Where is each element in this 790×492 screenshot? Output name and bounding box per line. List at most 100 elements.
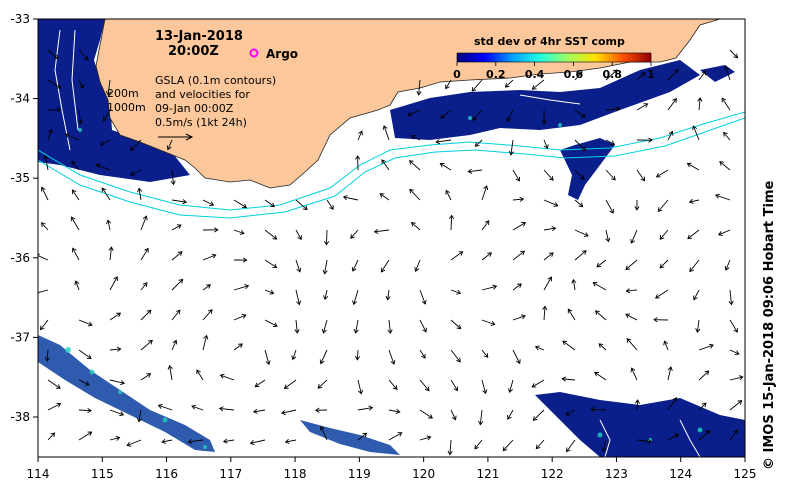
colorbar-tick-label: 0.2 bbox=[486, 68, 506, 81]
velocity-arrow bbox=[129, 169, 142, 176]
velocity-arrow bbox=[264, 289, 275, 295]
velocity-arrow bbox=[419, 435, 432, 441]
velocity-arrow bbox=[636, 103, 649, 111]
velocity-arrow bbox=[126, 439, 142, 447]
colorbar-title: std dev of 4hr SST comp bbox=[474, 35, 625, 48]
velocity-arrow bbox=[439, 162, 452, 171]
y-tick-label: -37 bbox=[10, 330, 30, 344]
velocity-arrow bbox=[541, 109, 547, 125]
velocity-arrow bbox=[721, 97, 731, 111]
velocity-arrow bbox=[594, 310, 607, 321]
velocity-arrow bbox=[416, 79, 422, 96]
velocity-arrow bbox=[512, 283, 522, 291]
velocity-arrow bbox=[440, 109, 452, 119]
velocity-arrow bbox=[504, 79, 514, 88]
velocity-arrow bbox=[698, 343, 714, 351]
velocity-arrow bbox=[698, 70, 707, 81]
velocity-arrow bbox=[385, 289, 391, 301]
velocity-arrow bbox=[252, 408, 266, 414]
velocity-arrow bbox=[322, 259, 328, 275]
velocity-arrow bbox=[724, 259, 731, 271]
velocity-arrow bbox=[109, 276, 118, 291]
velocity-arrow bbox=[655, 169, 669, 178]
y-tick-label: -34 bbox=[10, 92, 30, 106]
velocity-arrow bbox=[507, 409, 514, 420]
velocity-arrow bbox=[634, 399, 640, 411]
velocity-arrow bbox=[667, 366, 673, 381]
velocity-arrow bbox=[295, 289, 302, 306]
velocity-arrow bbox=[171, 278, 184, 291]
velocity-arrow bbox=[140, 339, 153, 351]
velocity-arrow bbox=[596, 259, 607, 268]
velocity-arrow bbox=[543, 252, 554, 261]
velocity-arrow bbox=[601, 439, 607, 453]
y-tick-label: -35 bbox=[10, 171, 30, 185]
velocity-arrow bbox=[574, 169, 585, 180]
velocity-arrow bbox=[634, 199, 640, 211]
velocity-arrow bbox=[43, 154, 49, 171]
velocity-arrow bbox=[532, 409, 545, 421]
velocity-arrow bbox=[137, 187, 143, 201]
isobath-200m bbox=[38, 111, 745, 211]
plot-frame bbox=[37, 18, 746, 458]
velocity-arrow bbox=[653, 317, 669, 323]
velocity-arrow bbox=[508, 139, 514, 156]
velocity-arrow bbox=[667, 98, 677, 111]
velocity-arrow bbox=[295, 199, 308, 211]
velocity-arrow bbox=[171, 199, 188, 205]
velocity-arrow bbox=[140, 247, 149, 261]
x-tick-label: 125 bbox=[734, 467, 757, 481]
velocity-arrow bbox=[630, 229, 638, 244]
velocity-arrow bbox=[264, 259, 278, 268]
velocity-arrow bbox=[626, 338, 638, 351]
velocity-arrow bbox=[106, 219, 112, 231]
velocity-arrow bbox=[319, 425, 328, 441]
velocity-arrow bbox=[654, 289, 669, 299]
velocity-arrow bbox=[47, 79, 62, 89]
velocity-arrow bbox=[531, 79, 545, 90]
x-tick-label: 120 bbox=[412, 467, 435, 481]
x-tick-label: 117 bbox=[219, 467, 242, 481]
velocity-arrow bbox=[108, 246, 114, 261]
velocity-arrow bbox=[47, 107, 62, 113]
velocity-arrow bbox=[264, 319, 278, 328]
velocity-arrow bbox=[567, 308, 576, 321]
velocity-arrow bbox=[353, 319, 359, 334]
velocity-arrow bbox=[419, 319, 427, 333]
time-title: 20:00Z bbox=[168, 44, 219, 59]
velocity-arrow bbox=[77, 109, 83, 125]
velocity-arrow bbox=[71, 160, 80, 171]
velocity-arrow bbox=[388, 408, 401, 414]
velocity-arrow bbox=[592, 282, 607, 291]
velocity-arrow bbox=[693, 289, 700, 301]
velocity-arrow bbox=[109, 409, 125, 417]
velocity-arrow bbox=[605, 199, 614, 214]
velocity-arrow bbox=[264, 199, 275, 208]
velocity-arrow bbox=[324, 229, 330, 246]
x-axis: 114 115 116 117 118 119 120 121 122 123 124 125 bbox=[27, 457, 757, 481]
argo-label: Argo bbox=[266, 47, 298, 61]
velocity-arrow bbox=[512, 250, 525, 261]
velocity-arrow bbox=[409, 188, 421, 201]
velocity-arrow bbox=[406, 109, 421, 117]
velocity-arrow bbox=[44, 349, 50, 362]
velocity-arrow bbox=[187, 438, 204, 445]
velocity-arrow bbox=[535, 439, 545, 450]
velocity-arrow bbox=[74, 280, 80, 291]
velocity-arrow bbox=[295, 259, 302, 273]
velocity-arrow bbox=[636, 72, 646, 81]
x-tick-label: 116 bbox=[155, 467, 178, 481]
velocity-arrow bbox=[445, 189, 452, 201]
velocity-arrow bbox=[281, 409, 297, 416]
velocity-arrow bbox=[294, 319, 300, 334]
velocity-arrow bbox=[574, 139, 587, 152]
velocity-arrow bbox=[39, 319, 49, 331]
velocity-arrow bbox=[419, 349, 426, 359]
velocity-arrow bbox=[233, 284, 250, 291]
date-title: 13-Jan-2018 bbox=[155, 29, 243, 44]
velocity-arrow bbox=[410, 222, 421, 231]
velocity-arrow bbox=[543, 276, 553, 291]
velocity-arrow bbox=[130, 139, 142, 152]
velocity-arrow bbox=[717, 229, 731, 236]
velocity-arrow bbox=[590, 406, 607, 413]
